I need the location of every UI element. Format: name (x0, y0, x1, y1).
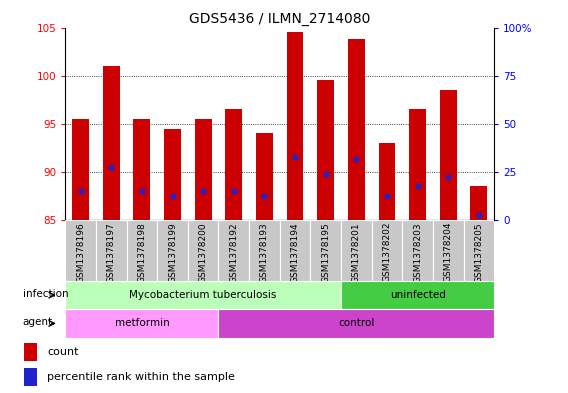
Text: count: count (47, 347, 79, 357)
Bar (463, 220, 494, 281)
Point (260, 193, 269, 199)
Bar (402, 220, 433, 281)
Bar (96, 220, 127, 281)
Text: GSM1378200: GSM1378200 (199, 222, 208, 283)
Point (168, 193, 177, 199)
Point (382, 193, 391, 199)
Text: GSM1378204: GSM1378204 (444, 222, 453, 283)
Bar (103, 66, 120, 220)
Bar (164, 129, 181, 220)
Point (290, 154, 299, 161)
Text: agent: agent (23, 317, 53, 327)
Point (352, 156, 361, 163)
Bar (318, 81, 334, 220)
Bar (157, 220, 188, 281)
Text: control: control (338, 318, 374, 329)
Bar (219, 220, 249, 281)
Bar (371, 220, 402, 281)
Bar (133, 119, 151, 220)
Bar (65, 220, 96, 281)
Point (474, 212, 483, 219)
Text: GSM1378193: GSM1378193 (260, 222, 269, 283)
Point (107, 164, 116, 170)
Bar (341, 220, 371, 281)
Text: GSM1378197: GSM1378197 (107, 222, 116, 283)
Bar (249, 220, 280, 281)
Text: GSM1378201: GSM1378201 (352, 222, 361, 283)
Bar (409, 109, 426, 220)
Bar (65, 281, 341, 309)
Text: GSM1378202: GSM1378202 (382, 222, 391, 283)
Point (199, 188, 208, 195)
Text: GSM1378199: GSM1378199 (168, 222, 177, 283)
Point (444, 174, 453, 180)
Text: infection: infection (23, 289, 69, 299)
Bar (225, 109, 242, 220)
Point (76, 188, 85, 195)
Text: GSM1378192: GSM1378192 (229, 222, 239, 283)
Bar (341, 281, 494, 309)
Text: percentile rank within the sample: percentile rank within the sample (47, 372, 235, 382)
Bar (433, 220, 463, 281)
Bar (127, 220, 157, 281)
Text: GSM1378205: GSM1378205 (474, 222, 483, 283)
Text: uninfected: uninfected (390, 290, 445, 300)
Bar (195, 119, 212, 220)
Bar (348, 39, 365, 220)
Bar (72, 119, 89, 220)
Bar (470, 186, 487, 220)
Bar (256, 133, 273, 220)
Bar (219, 309, 494, 338)
Bar (287, 32, 303, 220)
Point (137, 188, 147, 195)
Title: GDS5436 / ILMN_2714080: GDS5436 / ILMN_2714080 (189, 13, 370, 26)
Bar (440, 90, 457, 220)
Text: GSM1378194: GSM1378194 (291, 222, 299, 283)
Point (413, 183, 422, 189)
Text: GSM1378196: GSM1378196 (76, 222, 85, 283)
Point (229, 188, 239, 195)
Point (321, 171, 330, 177)
Bar (65, 309, 219, 338)
Bar (280, 220, 310, 281)
Bar (188, 220, 219, 281)
Text: GSM1378203: GSM1378203 (413, 222, 422, 283)
Bar (310, 220, 341, 281)
Text: metformin: metformin (115, 318, 169, 329)
Text: Mycobacterium tuberculosis: Mycobacterium tuberculosis (130, 290, 277, 300)
Bar (378, 143, 395, 220)
Bar (24, 368, 37, 386)
Text: GSM1378195: GSM1378195 (321, 222, 330, 283)
Text: GSM1378198: GSM1378198 (137, 222, 147, 283)
Bar (24, 343, 37, 361)
